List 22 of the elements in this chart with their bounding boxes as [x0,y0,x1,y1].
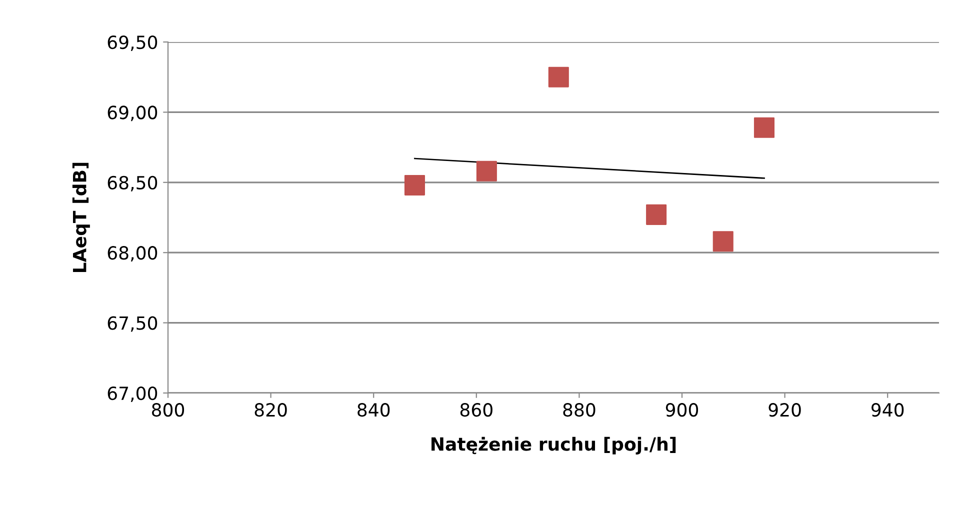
point [404,174,425,196]
y-tick-label: 67,00 [108,386,158,402]
point [476,160,497,182]
y-axis-title: LAeqT [dB] [72,162,90,272]
x-axis-title: Natężenie ruchu [poj./h] [432,436,676,454]
point [646,204,667,225]
y-tick-label: 69,00 [108,106,158,122]
x-tick-label: 800 [152,403,184,417]
y-tick-label: 67,50 [108,316,158,332]
x-tick-label: 940 [872,403,904,417]
point [548,66,569,88]
point [754,117,775,138]
x-tick-label: 860 [460,403,492,417]
x-tick-label: 900 [666,403,698,417]
x-tick-label: 840 [358,403,390,417]
x-tick-label: 920 [768,403,801,417]
y-tick-label: 68,00 [108,246,158,262]
x-tick-label: 820 [254,403,287,417]
x-tick-label: 880 [563,403,596,417]
y-tick-label: 68,50 [108,176,158,192]
point [712,231,734,252]
y-tick-label: 69,50 [108,35,158,51]
